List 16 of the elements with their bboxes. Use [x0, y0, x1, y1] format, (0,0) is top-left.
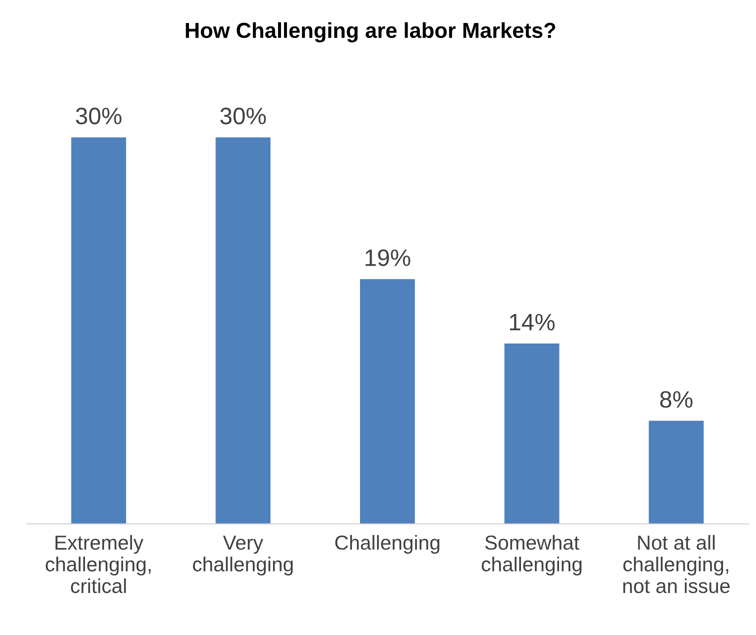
- data-label: 8%: [660, 391, 692, 408]
- x-tick-label: Not at all challenging, not an issue: [623, 534, 730, 594]
- bar: [648, 420, 704, 524]
- bar: [504, 344, 560, 524]
- bar: [360, 279, 415, 524]
- data-label: 30%: [76, 108, 122, 124]
- x-tick-label: Challenging: [335, 534, 440, 554]
- x-tick-label: Somewhat challenging: [482, 534, 582, 576]
- bar: [216, 137, 270, 524]
- x-tick-label: Extremely challenging, critical: [46, 534, 151, 594]
- data-label: 19%: [366, 249, 410, 266]
- data-label: 14%: [510, 314, 555, 330]
- x-tick-label: Very challenging: [192, 536, 293, 576]
- bar: [71, 137, 126, 524]
- data-label: 30%: [220, 108, 266, 124]
- chart-title: How Challenging are labor Markets?: [186, 22, 556, 42]
